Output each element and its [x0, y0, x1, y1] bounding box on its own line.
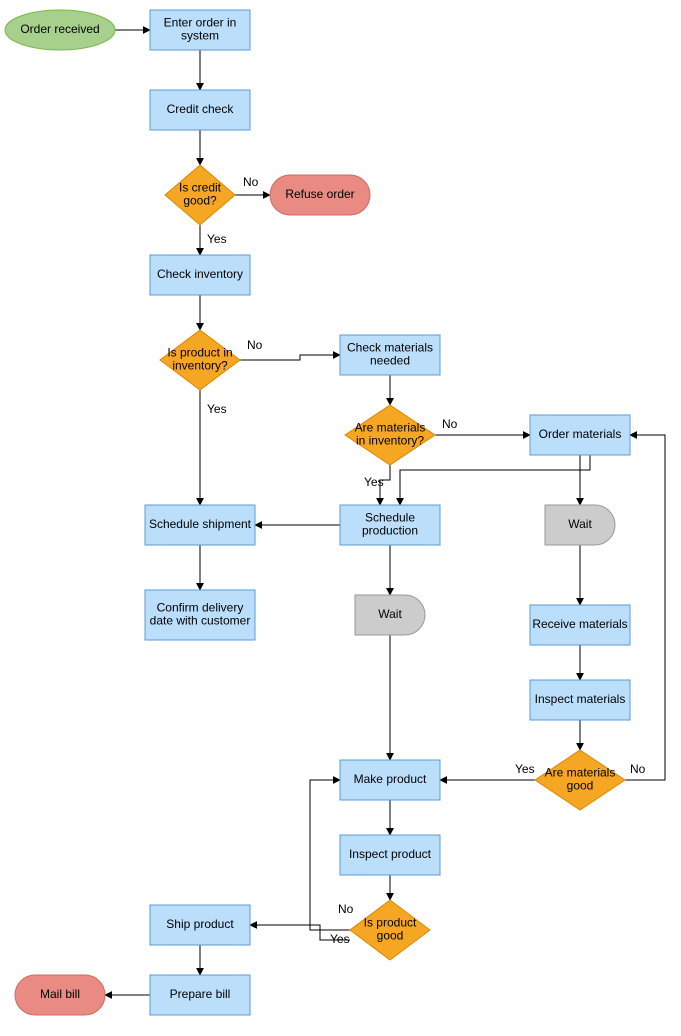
edge-label: Yes — [330, 932, 350, 946]
node-make_product: Make product — [340, 760, 440, 800]
edge — [400, 455, 590, 505]
node-label: Are materials — [545, 766, 616, 780]
edge-label: No — [247, 338, 263, 352]
node-materials_inv: Are materialsin inventory? — [345, 405, 435, 465]
node-inspect_mat: Inspect materials — [530, 680, 630, 720]
node-layer: Order received Enter order insystem Credit… — [5, 10, 630, 1015]
node-label: good? — [183, 194, 217, 208]
node-label: Schedule shipment — [149, 517, 252, 531]
node-label: Schedule — [365, 511, 415, 525]
node-schedule_ship: Schedule shipment — [145, 505, 255, 545]
node-label: Is product in — [167, 346, 232, 360]
node-label: Check inventory — [157, 267, 243, 281]
node-label: Credit check — [167, 102, 235, 116]
node-check_materials: Check materialsneeded — [340, 335, 440, 375]
node-confirm_date: Confirm deliverydate with customer — [145, 590, 255, 640]
node-wait2: Wait — [545, 505, 615, 545]
edge-label: No — [243, 175, 259, 189]
node-label: date with customer — [150, 614, 251, 628]
node-label: Receive materials — [532, 617, 627, 631]
edge-label: Yes — [515, 762, 535, 776]
node-wait1: Wait — [355, 595, 425, 635]
node-check_inventory: Check inventory — [150, 255, 250, 295]
node-refuse_order: Refuse order — [270, 175, 370, 215]
edge — [240, 355, 340, 360]
node-mail_bill: Mail bill — [15, 975, 105, 1015]
node-label: Is product — [364, 916, 417, 930]
node-ship_product: Ship product — [150, 905, 250, 945]
node-in_inventory: Is product ininventory? — [160, 330, 240, 390]
node-label: good — [567, 779, 594, 793]
edge-label: No — [442, 417, 458, 431]
node-label: Wait — [378, 607, 402, 621]
node-label: inventory? — [172, 359, 228, 373]
node-label: Wait — [568, 517, 592, 531]
node-label: Order materials — [539, 427, 622, 441]
node-label: Order received — [20, 22, 99, 36]
node-label: in inventory? — [356, 434, 424, 448]
node-label: Inspect materials — [535, 692, 626, 706]
node-label: Make product — [354, 772, 427, 786]
node-enter_order: Enter order insystem — [150, 10, 250, 50]
edge-label: No — [338, 902, 354, 916]
flowchart-canvas: No Yes No Yes No Yes Yes No No Yes Order received E… — [0, 0, 681, 1036]
node-receive_mat: Receive materials — [530, 605, 630, 645]
node-credit_check: Credit check — [150, 90, 250, 130]
node-order_materials: Order materials — [530, 415, 630, 455]
node-product_good: Is productgood — [350, 900, 430, 960]
node-label: Enter order in — [164, 16, 237, 30]
node-label: Is credit — [179, 181, 222, 195]
node-order_received: Order received — [5, 10, 115, 50]
node-label: Check materials — [347, 341, 433, 355]
node-schedule_prod: Scheduleproduction — [340, 505, 440, 545]
node-label: Ship product — [166, 917, 234, 931]
node-credit_good: Is creditgood? — [165, 165, 235, 225]
node-label: production — [362, 524, 418, 538]
node-label: Prepare bill — [170, 987, 231, 1001]
node-label: Mail bill — [40, 987, 80, 1001]
edge — [625, 435, 665, 780]
node-label: Refuse order — [285, 187, 354, 201]
node-label: Confirm delivery — [157, 601, 244, 615]
edge-label: Yes — [207, 402, 227, 416]
node-label: system — [181, 29, 219, 43]
edge-label: Yes — [207, 232, 227, 246]
node-label: Are materials — [355, 421, 426, 435]
edge-label: Yes — [364, 475, 384, 489]
edge-label: No — [630, 762, 646, 776]
node-prepare_bill: Prepare bill — [150, 975, 250, 1015]
node-label: Inspect product — [349, 847, 432, 861]
node-materials_good: Are materialsgood — [535, 750, 625, 810]
node-inspect_product: Inspect product — [340, 835, 440, 875]
node-label: good — [377, 929, 404, 943]
node-label: needed — [370, 354, 410, 368]
